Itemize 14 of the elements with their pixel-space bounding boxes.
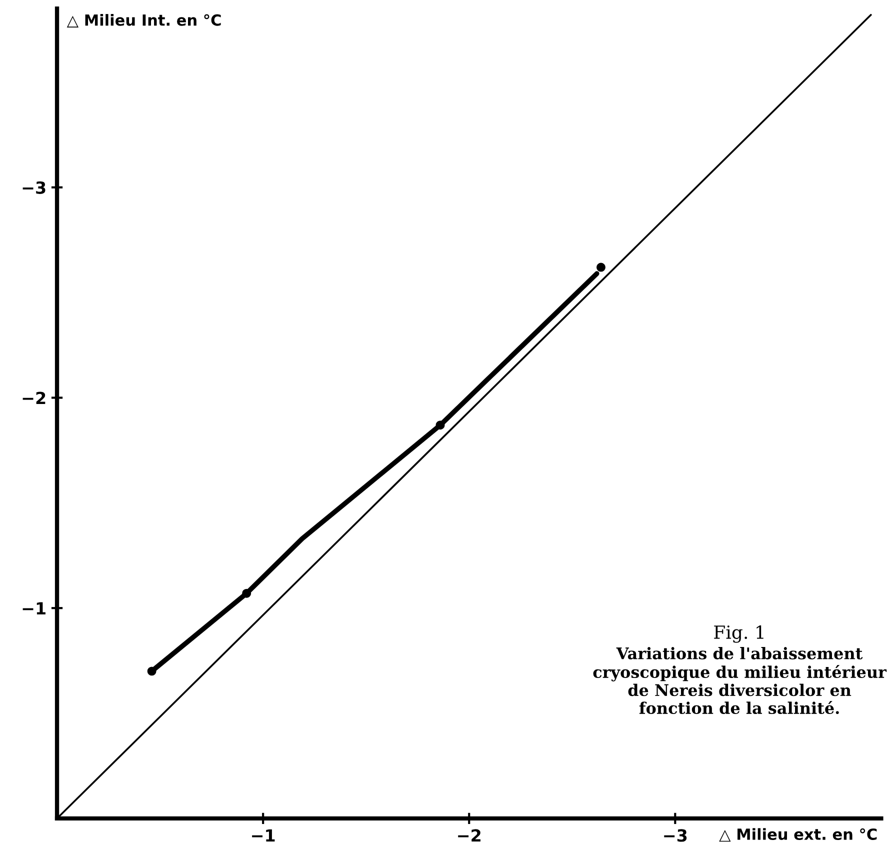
x-tick-label: −1 — [252, 829, 275, 842]
x-axis-title: △ Milieu ext. en °C — [719, 828, 877, 842]
point — [436, 420, 445, 430]
annotation: Variations de l'abaissement cryoscopique du milieu intérieur de Nereis diversicolor en fonction de la salinité. — [593, 647, 887, 714]
point — [147, 666, 156, 676]
point — [242, 588, 252, 598]
point — [596, 262, 606, 272]
y-tick-label: −1 — [22, 602, 46, 614]
y-tick-label: −2 — [22, 392, 46, 404]
x-tick-label: −3 — [664, 829, 687, 842]
x-tick-label: −2 — [458, 829, 480, 842]
y-tick-label: −3 — [22, 181, 46, 194]
annotation: Fig. 1 — [714, 625, 764, 643]
y-axis-title: △ Milieu Int. en °C — [66, 14, 221, 28]
